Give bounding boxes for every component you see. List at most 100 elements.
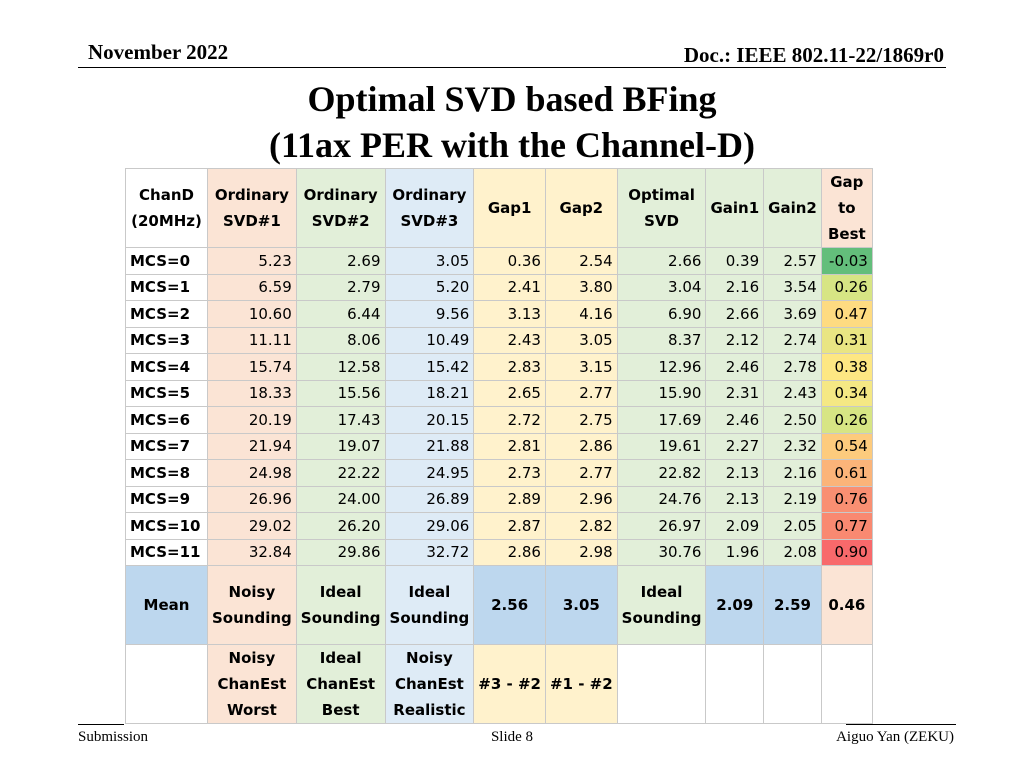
- table-row: MCS=9 26.96 24.00 26.89 2.89 2.96 24.76 2.13 2.1…: [125, 485, 873, 513]
- mean-cell: Ideal Sounding: [384, 565, 475, 645]
- row-label: MCS=6: [125, 406, 208, 434]
- table-cell: 2.72: [473, 406, 546, 434]
- table-cell: 32.84: [207, 538, 297, 566]
- footer-slide-number: Slide 8: [490, 729, 534, 745]
- cell-line: ChanD: [139, 186, 194, 204]
- row-label: MCS=5: [125, 379, 208, 407]
- row-label: MCS=8: [125, 459, 208, 487]
- table-cell: 0.38: [820, 353, 873, 381]
- mean-cell: Noisy Sounding: [207, 565, 297, 645]
- cell-line: Ideal: [319, 583, 362, 601]
- table-cell: 2.74: [763, 326, 822, 354]
- table-cell: 20.19: [207, 406, 297, 434]
- cell-line: Ordinary: [303, 186, 378, 204]
- footer-author: Aiguo Yan (ZEKU): [836, 729, 954, 745]
- cell-line: SVD: [644, 212, 679, 230]
- table-cell: 1.96: [705, 538, 765, 566]
- table-cell: 26.20: [295, 512, 386, 540]
- table-cell: 2.09: [705, 512, 765, 540]
- table-cell: 2.83: [473, 353, 546, 381]
- table-cell: 0.26: [820, 406, 873, 434]
- table-cell: 2.75: [544, 406, 618, 434]
- column-header: Optimal SVD: [616, 168, 707, 248]
- cell-line: Gain2: [768, 199, 817, 217]
- empty-cell: [820, 644, 873, 724]
- table-cell: 2.73: [473, 459, 546, 487]
- table-cell: 26.97: [616, 512, 707, 540]
- cell-line: SVD#1: [222, 212, 281, 230]
- table-cell: 2.16: [705, 273, 765, 301]
- table-cell: 0.90: [820, 538, 873, 566]
- table-cell: 2.12: [705, 326, 765, 354]
- mean-cell: 3.05: [544, 565, 618, 645]
- table-cell: 2.66: [705, 300, 765, 328]
- cell-line: SVD#3: [400, 212, 459, 230]
- empty-cell: [616, 644, 707, 724]
- table-cell: 2.43: [763, 379, 822, 407]
- mean-row: Mean Noisy Sounding Ideal Sounding Ideal Sound…: [125, 565, 873, 645]
- table-cell: 2.05: [763, 512, 822, 540]
- column-header: Gain1: [705, 168, 765, 248]
- column-header: ChanD (20MHz): [125, 168, 208, 248]
- table-cell: -0.03: [820, 247, 873, 275]
- table-cell: 2.46: [705, 353, 765, 381]
- cell-line: Ideal: [319, 649, 362, 667]
- table-cell: 2.77: [544, 379, 618, 407]
- table-cell: 2.87: [473, 512, 546, 540]
- table-row: MCS=5 18.33 15.56 18.21 2.65 2.77 15.90 2.31 2.4…: [125, 379, 873, 407]
- table-cell: 2.32: [763, 432, 822, 460]
- table-cell: 6.44: [295, 300, 386, 328]
- table-cell: 8.37: [616, 326, 707, 354]
- cell-line: Gap: [830, 173, 864, 191]
- footer-rule-left: [78, 724, 124, 725]
- table-cell: 10.49: [384, 326, 475, 354]
- column-header: Gap1: [473, 168, 546, 248]
- table-cell: 21.88: [384, 432, 475, 460]
- row-label: MCS=1: [125, 273, 208, 301]
- mean-cell: Ideal Sounding: [616, 565, 707, 645]
- table-cell: 2.57: [763, 247, 822, 275]
- cell-line: ChanEst: [306, 675, 376, 693]
- table-cell: 24.76: [616, 485, 707, 513]
- table-cell: 2.86: [473, 538, 546, 566]
- cell-line: #3 - #2: [478, 675, 541, 693]
- table-cell: 2.96: [544, 485, 618, 513]
- cell-line: Sounding: [212, 609, 292, 627]
- table-cell: 2.46: [705, 406, 765, 434]
- table-cell: 9.56: [384, 300, 475, 328]
- table-cell: 2.69: [295, 247, 386, 275]
- cell-line: ChanEst: [394, 675, 464, 693]
- cell-line: Ordinary: [392, 186, 467, 204]
- table-cell: 2.41: [473, 273, 546, 301]
- table-cell: 2.16: [763, 459, 822, 487]
- column-header: Gap to Best: [820, 168, 873, 248]
- cell-line: Sounding: [389, 609, 470, 627]
- cell-line: Sounding: [621, 609, 702, 627]
- table-row: MCS=0 5.23 2.69 3.05 0.36 2.54 2.66 0.39 2.57 -0.…: [125, 247, 873, 275]
- legend-cell: Noisy ChanEst Worst: [207, 644, 297, 724]
- table-row: MCS=4 15.74 12.58 15.42 2.83 3.15 12.96 2.46 2.7…: [125, 353, 873, 381]
- slide-title: Optimal SVD based BFing: [307, 79, 717, 119]
- table-cell: 2.78: [763, 353, 822, 381]
- table-cell: 0.54: [820, 432, 873, 460]
- table-cell: 22.82: [616, 459, 707, 487]
- footer-submission: Submission: [78, 729, 149, 745]
- cell-line: Noisy: [406, 649, 453, 667]
- header-doc-id: Doc.: IEEE 802.11-22/1869r0: [683, 43, 944, 67]
- cell-line: Noisy: [228, 583, 276, 601]
- table-row: MCS=11 32.84 29.86 32.72 2.86 2.98 30.76 1.96 2.…: [125, 538, 873, 566]
- cell-line: Realistic: [393, 701, 466, 719]
- cell-line: Optimal: [628, 186, 695, 204]
- table-cell: 5.23: [207, 247, 297, 275]
- cell-line: Sounding: [300, 609, 381, 627]
- cell-line: 2.09: [716, 596, 754, 614]
- table-cell: 20.15: [384, 406, 475, 434]
- table-cell: 0.61: [820, 459, 873, 487]
- column-header: Ordinary SVD#3: [384, 168, 475, 248]
- table-cell: 29.86: [295, 538, 386, 566]
- table-cell: 2.13: [705, 459, 765, 487]
- table-cell: 0.77: [820, 512, 873, 540]
- table-cell: 0.31: [820, 326, 873, 354]
- legend-row: Noisy ChanEst Worst Ideal ChanEst Best Noisy Ch…: [125, 644, 873, 724]
- table-cell: 2.65: [473, 379, 546, 407]
